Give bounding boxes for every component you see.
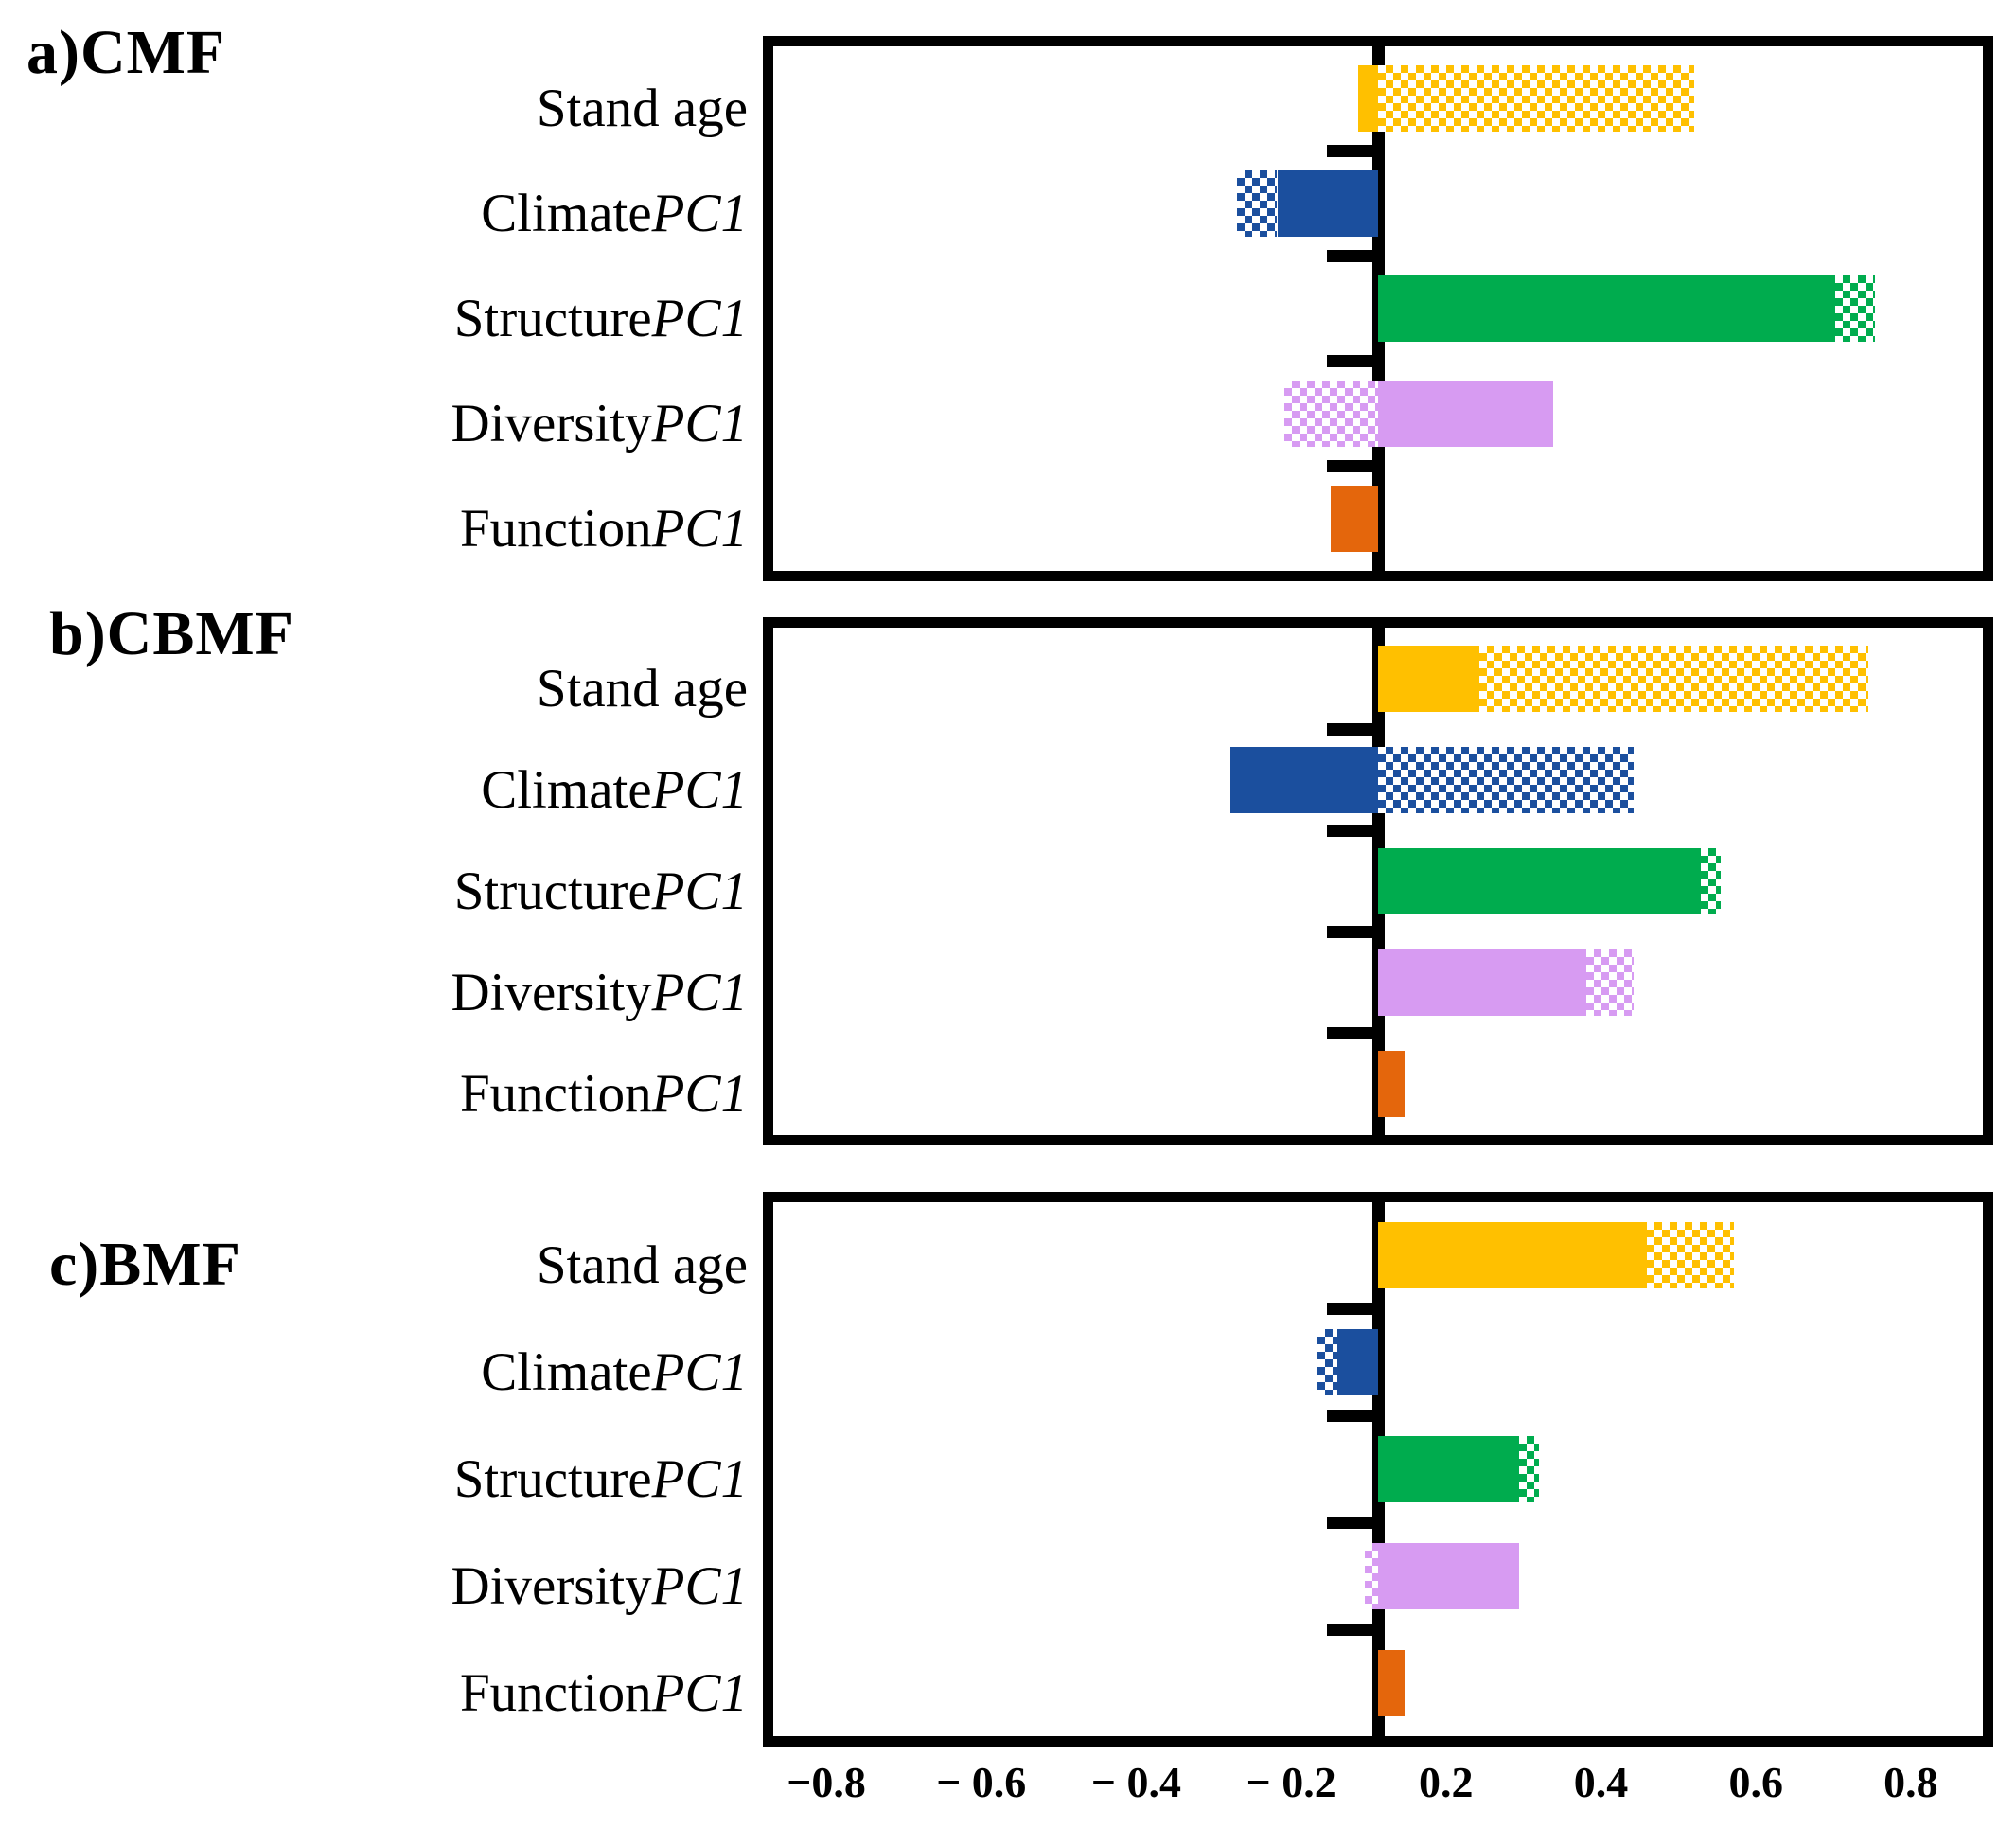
- category-tick-mark: [1327, 1027, 1372, 1040]
- category-label-c-stand-age: Stand age: [0, 1234, 748, 1296]
- x-axis-tick-label-0.4: 0.4: [1573, 1758, 1629, 1806]
- bar-a-violet-solid-segment: [1378, 380, 1553, 447]
- category-label-c-diversity: DiversityPC1: [0, 1555, 748, 1617]
- category-label-italic-suffix: PC1: [651, 1342, 748, 1403]
- category-label-italic-suffix: PC1: [651, 1662, 748, 1723]
- category-label-c-structure: StructurePC1: [0, 1448, 748, 1510]
- category-label-text: Climate: [481, 184, 652, 244]
- category-label-b-diversity: DiversityPC1: [0, 962, 748, 1023]
- bar-c-green-hatched-segment: [1519, 1436, 1540, 1502]
- x-axis-tick-label--0.6: − 0.6: [936, 1758, 1027, 1806]
- category-label-text: Structure: [453, 289, 652, 348]
- category-label-c-function: FunctionPC1: [0, 1662, 748, 1724]
- category-label-b-climate: ClimatePC1: [0, 759, 748, 821]
- panel-c-box: [763, 1192, 1993, 1747]
- category-label-text: Diversity: [451, 963, 652, 1023]
- category-label-italic-suffix: PC1: [651, 289, 748, 348]
- bar-b-violet-solid-segment: [1378, 949, 1587, 1017]
- category-tick-mark: [1327, 824, 1372, 837]
- category-label-text: Diversity: [451, 1555, 652, 1616]
- bar-c-blue-hatched-segment: [1317, 1329, 1338, 1396]
- category-label-italic-suffix: PC1: [651, 393, 748, 453]
- bar-a-green-hatched-segment: [1834, 275, 1876, 342]
- category-label-text: Stand age: [536, 1235, 748, 1296]
- category-label-a-structure: StructurePC1: [0, 288, 748, 349]
- category-tick-mark: [1327, 145, 1372, 158]
- x-axis-tick-label-0.2: 0.2: [1419, 1758, 1474, 1806]
- panel-b-box: [763, 617, 1993, 1145]
- category-tick-mark: [1327, 1623, 1372, 1636]
- x-axis-tick-label--0.4: − 0.4: [1090, 1758, 1181, 1806]
- panel-a-title: a)CMF: [27, 18, 226, 87]
- bar-b-blue-hatched-segment: [1378, 746, 1634, 813]
- bar-a-gold-hatched-segment: [1378, 65, 1694, 133]
- category-label-text: Structure: [453, 1449, 652, 1509]
- category-label-text: Function: [459, 1064, 652, 1125]
- category-label-text: Climate: [481, 759, 652, 820]
- category-label-text: Function: [459, 1662, 652, 1723]
- category-label-a-diversity: DiversityPC1: [0, 393, 748, 454]
- bar-c-violet-hatched-segment: [1364, 1542, 1378, 1609]
- bar-c-orange-solid-segment: [1378, 1649, 1406, 1716]
- category-tick-mark: [1327, 354, 1372, 367]
- category-label-text: Function: [459, 498, 652, 559]
- bar-c-blue-solid-segment: [1337, 1329, 1378, 1396]
- panel-c-title: c)BMF: [49, 1230, 241, 1299]
- category-label-italic-suffix: PC1: [651, 184, 748, 244]
- category-label-italic-suffix: PC1: [651, 1064, 748, 1125]
- category-label-text: Stand age: [536, 79, 748, 139]
- bar-a-orange-solid-segment: [1331, 485, 1378, 552]
- category-label-a-stand-age: Stand age: [0, 78, 748, 139]
- category-label-a-function: FunctionPC1: [0, 498, 748, 559]
- category-label-a-climate: ClimatePC1: [0, 183, 748, 244]
- bar-b-violet-hatched-segment: [1586, 949, 1634, 1017]
- panel-a-box: [763, 36, 1993, 581]
- panel-c-plot-area: [773, 1202, 1983, 1736]
- x-axis-tick-label--0.2: − 0.2: [1246, 1758, 1336, 1806]
- category-label-italic-suffix: PC1: [651, 759, 748, 820]
- category-label-italic-suffix: PC1: [651, 963, 748, 1023]
- bar-b-gold-solid-segment: [1378, 645, 1479, 712]
- category-tick-mark: [1327, 1410, 1372, 1423]
- category-label-italic-suffix: PC1: [651, 1555, 748, 1616]
- category-tick-mark: [1327, 1516, 1372, 1529]
- category-label-text: Stand age: [536, 658, 748, 719]
- category-tick-mark: [1327, 722, 1372, 736]
- bar-a-blue-hatched-segment: [1236, 170, 1278, 238]
- bar-a-green-solid-segment: [1378, 275, 1835, 342]
- bar-b-orange-solid-segment: [1378, 1051, 1406, 1118]
- category-tick-mark: [1327, 459, 1372, 472]
- category-tick-mark: [1327, 926, 1372, 939]
- category-tick-mark: [1327, 1303, 1372, 1316]
- bar-c-green-solid-segment: [1378, 1436, 1520, 1502]
- bar-b-gold-hatched-segment: [1478, 645, 1869, 712]
- category-label-italic-suffix: PC1: [651, 861, 748, 921]
- category-label-b-function: FunctionPC1: [0, 1063, 748, 1125]
- category-label-text: Diversity: [451, 393, 652, 453]
- category-label-text: Climate: [481, 1342, 652, 1403]
- bar-a-blue-solid-segment: [1277, 170, 1378, 238]
- panel-a-plot-area: [773, 46, 1983, 571]
- x-axis-tick-label-0.8: 0.8: [1883, 1758, 1938, 1806]
- category-label-b-stand-age: Stand age: [0, 658, 748, 719]
- bar-a-violet-hatched-segment: [1283, 380, 1378, 447]
- bar-b-green-hatched-segment: [1700, 848, 1722, 914]
- bar-c-gold-solid-segment: [1378, 1222, 1647, 1289]
- x-axis-tick-label-0.6: 0.6: [1728, 1758, 1783, 1806]
- bar-b-blue-solid-segment: [1229, 746, 1378, 813]
- category-label-text: Structure: [453, 861, 652, 921]
- category-label-c-climate: ClimatePC1: [0, 1341, 748, 1403]
- panel-b-plot-area: [773, 628, 1983, 1135]
- panel-b-title: b)CBMF: [49, 599, 294, 668]
- bar-a-gold-solid-segment: [1357, 65, 1378, 133]
- bar-c-violet-solid-segment: [1378, 1542, 1520, 1609]
- bar-c-gold-hatched-segment: [1647, 1222, 1735, 1289]
- category-tick-mark: [1327, 250, 1372, 263]
- x-axis-tick-label--0.8: −0.8: [787, 1758, 866, 1806]
- bar-b-green-solid-segment: [1378, 848, 1701, 914]
- category-label-italic-suffix: PC1: [651, 1449, 748, 1509]
- category-label-italic-suffix: PC1: [651, 498, 748, 559]
- category-label-b-structure: StructurePC1: [0, 861, 748, 922]
